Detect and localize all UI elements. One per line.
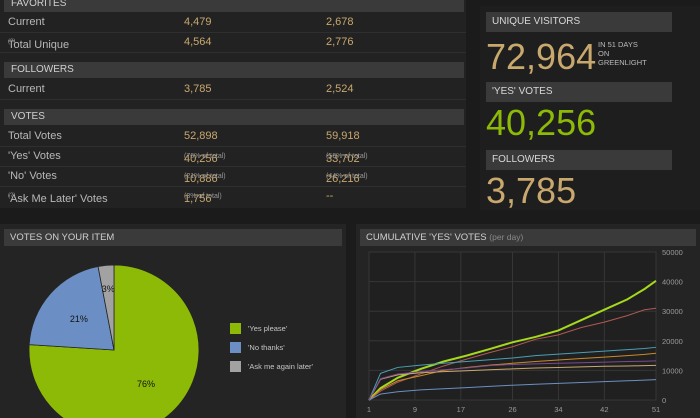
row-value: 2,678 [326, 16, 354, 28]
pie-slice-label: 3% [102, 284, 115, 294]
value-number: 40,256 [184, 153, 218, 165]
series-line [368, 360, 657, 401]
row-label-text: 'Ask Me Later' Votes [8, 193, 108, 205]
table-row: Current 4,479 2,678 [0, 13, 466, 33]
table-row: 'Ask Me Later' Votes (?) 1,756 (3% of to… [0, 187, 466, 207]
series-line [368, 379, 657, 401]
days-note: IN 51 DAYS ON GREENLIGHT [598, 40, 647, 67]
days-note-line: GREENLIGHT [598, 58, 647, 67]
value-percent: (44% of total) [326, 173, 368, 180]
pie-slice-label: 21% [70, 314, 88, 324]
legend-swatch-yes [230, 323, 241, 334]
pie-panel-title: VOTES ON YOUR ITEM [4, 229, 342, 246]
x-tick-label: 1 [367, 405, 371, 414]
pie-slice [28, 264, 200, 418]
row-value: 2,776 [326, 36, 354, 48]
cumulative-votes-chart: 0 10000 20000 30000 40000 50000 1 9 17 26 34 42 51 [367, 248, 683, 414]
line-panel-unit: (per day) [489, 232, 524, 242]
y-tick-label: 50000 [662, 248, 683, 257]
value-number: 10,886 [184, 173, 218, 185]
row-label: Total Votes [8, 130, 62, 142]
series-line [368, 346, 657, 401]
pie-slice [28, 266, 115, 351]
days-note-line: ON [598, 49, 610, 58]
value-number: 26,216 [326, 173, 360, 185]
legend-swatch-later [230, 361, 241, 372]
followers-value: 3,785 [486, 170, 577, 211]
row-value: 4,479 [184, 16, 212, 28]
row-label: 'Yes' Votes [8, 150, 61, 162]
value-number: 1,756 [184, 193, 212, 205]
row-value: 52,898 [184, 130, 218, 142]
pie-slice [97, 264, 115, 351]
followers-header: FOLLOWERS [4, 62, 464, 78]
table-row: 'No' Votes 10,886 (21% of total) 26,216 … [0, 167, 466, 187]
value-percent: (76% of total) [184, 153, 226, 160]
unique-visitors-header: UNIQUE VISITORS [486, 12, 672, 32]
votes-header: VOTES [4, 109, 464, 125]
row-value: 59,918 [326, 130, 360, 142]
value-number: 33,702 [326, 153, 360, 165]
legend-label-later: 'Ask me again later' [248, 362, 313, 371]
series-line [368, 280, 657, 401]
cumulative-votes-panel: CUMULATIVE 'YES' VOTES (per day) 0 10000 2… [356, 224, 700, 418]
votes-pie-panel: VOTES ON YOUR ITEM 76% 21% 3% 'Yes please'… [0, 224, 346, 418]
x-tick-label: 42 [600, 405, 608, 414]
x-tick-label: 9 [413, 405, 417, 414]
row-label: Current [8, 83, 45, 95]
table-row: Current 3,785 2,524 [0, 80, 466, 100]
table-row: 'Yes' Votes 40,256 (76% of total) 33,702… [0, 147, 466, 167]
x-tick-label: 51 [652, 405, 660, 414]
summary-panel: UNIQUE VISITORS 72,964 IN 51 DAYS ON GRE… [480, 6, 700, 211]
pie-slice-label: 76% [137, 379, 155, 389]
followers-stat-header: FOLLOWERS [486, 150, 672, 170]
row-value: 3,785 [184, 83, 212, 95]
y-tick-label: 10000 [662, 366, 683, 375]
y-tick-label: 30000 [662, 307, 683, 316]
value-percent: (56% of total) [326, 153, 368, 160]
row-value: -- [326, 190, 334, 202]
favorites-header: FAVORITES [4, 0, 464, 12]
series-line [368, 364, 657, 401]
y-tick-label: 20000 [662, 337, 683, 346]
row-label: Current [8, 16, 45, 28]
value-percent: (21% of total) [184, 173, 226, 180]
y-tick-label: 0 [662, 396, 666, 405]
table-row: Total Unique (?) 4,564 2,776 [0, 33, 466, 53]
series-line [368, 352, 657, 401]
value-percent: (3% of total) [184, 193, 222, 200]
row-label-text: Total Unique [8, 39, 70, 51]
unique-visitors-value: 72,964 [486, 36, 597, 77]
stats-table: FAVORITES Current 4,479 2,678 Total Uniq… [0, 0, 466, 208]
yes-votes-value: 40,256 [486, 102, 597, 143]
info-icon[interactable]: (?) [8, 39, 16, 45]
line-panel-title-text: CUMULATIVE 'YES' VOTES [366, 232, 487, 243]
x-tick-label: 17 [457, 405, 465, 414]
x-tick-label: 26 [508, 405, 516, 414]
x-tick-label: 34 [554, 405, 562, 414]
y-tick-label: 40000 [662, 278, 683, 287]
legend-swatch-no [230, 342, 241, 353]
row-label: 'No' Votes [8, 170, 57, 182]
votes-pie-chart: 76% 21% 3% [28, 264, 200, 418]
days-note-line: IN 51 DAYS [598, 40, 638, 49]
info-icon[interactable]: (?) [8, 193, 16, 199]
legend-label-yes: 'Yes please' [248, 324, 288, 333]
table-row: Total Votes 52,898 59,918 [0, 127, 466, 147]
line-panel-title: CUMULATIVE 'YES' VOTES (per day) [360, 229, 696, 246]
row-value: 2,524 [326, 83, 354, 95]
legend-label-no: 'No thanks' [248, 343, 285, 352]
yes-votes-header: 'YES' VOTES [486, 82, 672, 102]
row-value: 4,564 [184, 36, 212, 48]
